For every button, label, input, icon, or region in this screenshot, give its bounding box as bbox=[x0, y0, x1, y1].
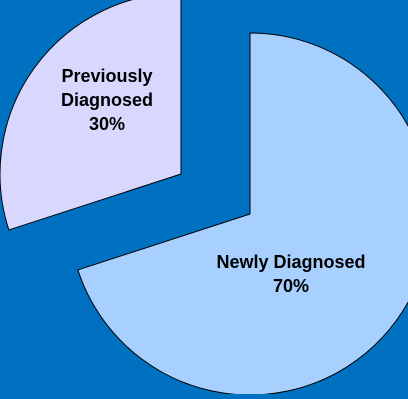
slice-value-label: 30% bbox=[89, 114, 125, 134]
pie-slice-previously-diagnosed bbox=[0, 0, 182, 231]
slice-category-label: Newly Diagnosed bbox=[216, 252, 365, 272]
pie-slice-newly-diagnosed bbox=[77, 32, 408, 396]
labels-layer: Previously Diagnosed 30% Newly Diagnosed 70% bbox=[61, 66, 366, 296]
slice-value-label: 70% bbox=[273, 276, 309, 296]
slice-category-label: Previously bbox=[61, 66, 152, 86]
slice-category-label: Diagnosed bbox=[61, 90, 153, 110]
